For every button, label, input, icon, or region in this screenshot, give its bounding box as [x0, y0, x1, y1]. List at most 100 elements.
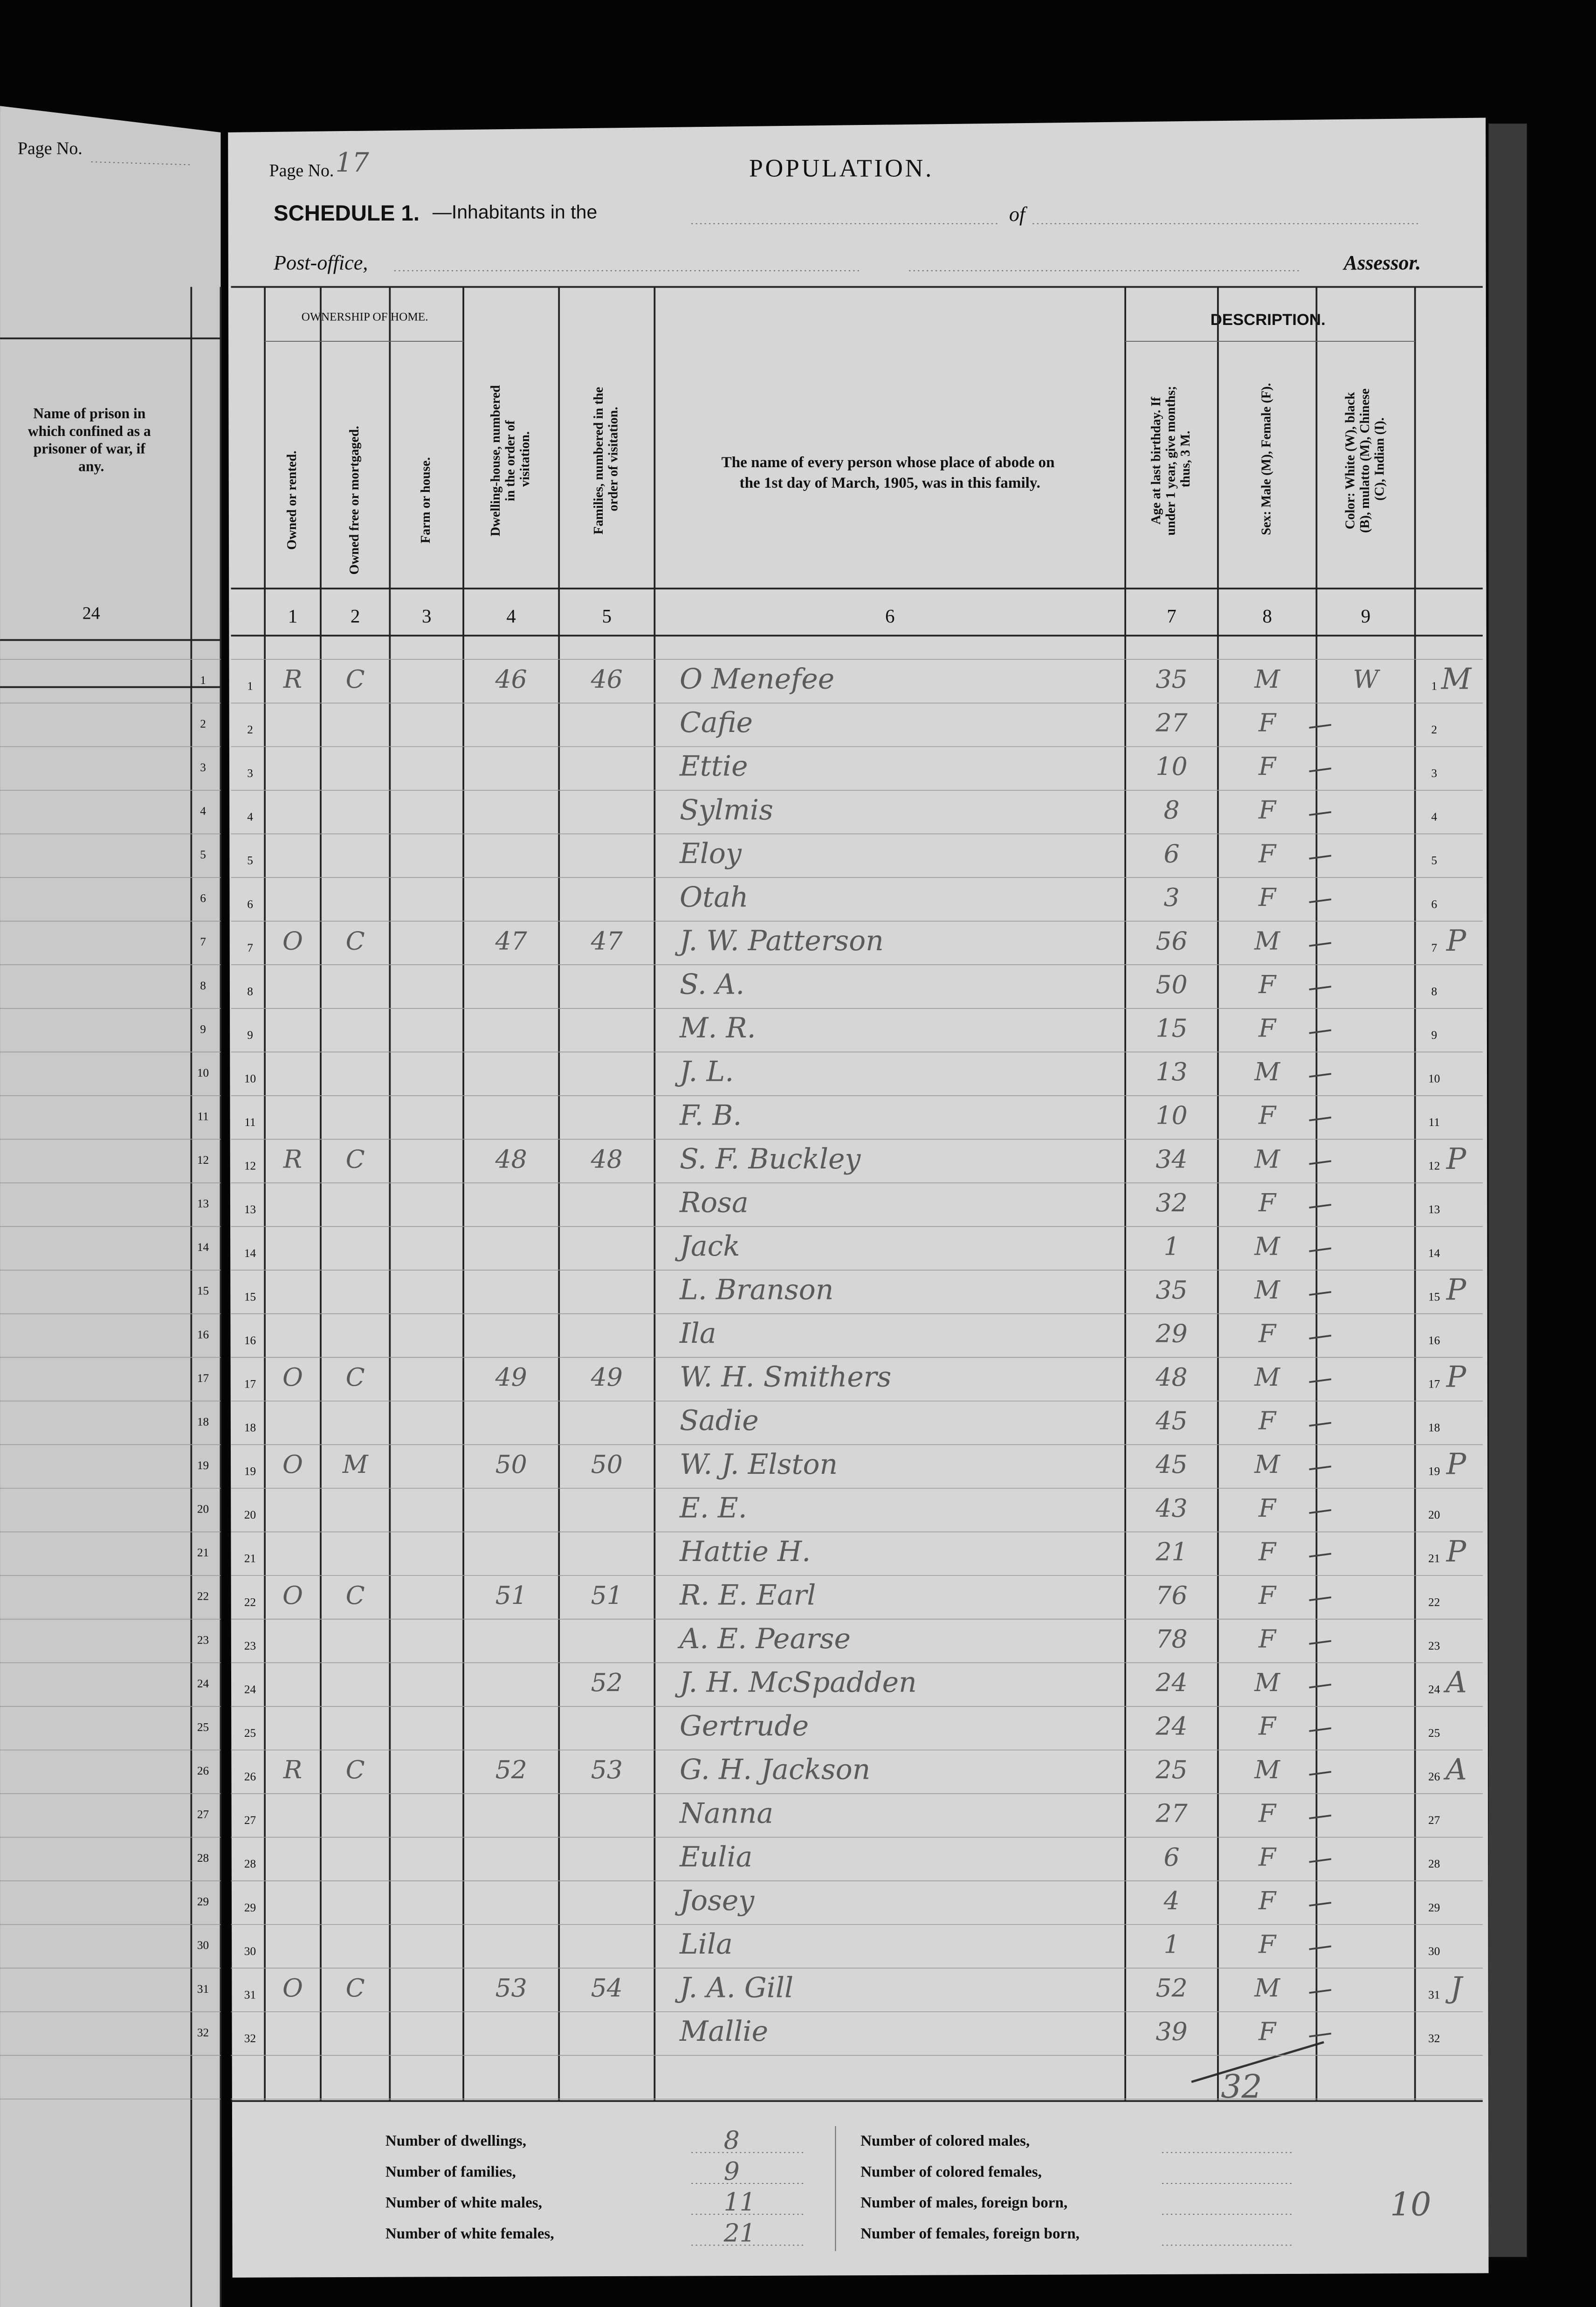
line-number: 29	[197, 1896, 209, 1908]
line-number: 14	[1428, 1247, 1440, 1260]
line-number: 2	[247, 724, 253, 736]
ditto-tick	[1309, 1553, 1332, 1558]
ditto-tick	[1309, 986, 1332, 991]
ditto-tick	[1309, 1640, 1332, 1645]
ditto-tick	[1309, 1029, 1332, 1034]
cell-tenure: C	[346, 1755, 365, 1784]
line-number: 16	[1428, 1334, 1440, 1347]
line-number: 14	[197, 1241, 209, 1254]
cell-sex: F	[1258, 1406, 1277, 1436]
cell-name: J. W. Patterson	[674, 925, 884, 957]
line-number: 23	[244, 1640, 256, 1652]
line-number: 11	[197, 1110, 208, 1123]
ditto-tick	[1309, 1901, 1332, 1907]
line-number: 16	[244, 1334, 256, 1347]
assessor: Assessor.	[1342, 251, 1421, 274]
cell-family: 49	[591, 1362, 623, 1392]
ditto-tick	[1309, 942, 1332, 947]
margin-mark: P	[1446, 1360, 1467, 1394]
ditto-tick	[1309, 1378, 1332, 1383]
cell-sex: M	[1254, 1057, 1280, 1086]
line-number: 4	[200, 805, 206, 818]
line-number: 13	[244, 1203, 256, 1216]
line-number: 26	[244, 1771, 256, 1783]
cell-age: 39	[1156, 2017, 1187, 2046]
cell-name: Mallie	[679, 2015, 768, 2048]
column-header: Sex: Male (M), Female (F).	[1259, 383, 1273, 535]
footer-label: Number of white males,	[385, 2194, 542, 2211]
line-number: 22	[197, 1590, 209, 1603]
cell-tenure: C	[346, 1144, 365, 1174]
cell-name: J. A. Gill	[674, 1972, 793, 2004]
cell-tenure: C	[346, 664, 365, 694]
line-number: 26	[1428, 1771, 1440, 1783]
cell-sex: F	[1258, 970, 1277, 999]
line-number: 1	[247, 680, 253, 692]
cell-owned: O	[282, 1581, 303, 1610]
line-number: 5	[247, 855, 253, 867]
ditto-tick	[1309, 1160, 1332, 1165]
line-number: 15	[244, 1291, 256, 1303]
line-number: 28	[197, 1852, 209, 1865]
cell-name: Josey	[674, 1884, 755, 1917]
line-number: 28	[244, 1858, 256, 1871]
cell-name: W. J. Elston	[680, 1448, 838, 1481]
ditto-tick	[1309, 2032, 1332, 2038]
cell-dwelling: 50	[495, 1450, 527, 1479]
ditto-tick	[1309, 1116, 1332, 1121]
line-number: 15	[1428, 1291, 1440, 1303]
line-number: 10	[244, 1073, 256, 1085]
cell-age: 78	[1156, 1624, 1187, 1653]
line-number: 9	[1431, 1029, 1437, 1042]
cell-name: Nanna	[679, 1797, 773, 1830]
left-page-label: Page No.	[18, 139, 83, 159]
ditto-tick	[1309, 1247, 1332, 1252]
ditto-tick	[1309, 1858, 1332, 1863]
column-header: Farm or house.	[419, 457, 433, 544]
line-number: 30	[1428, 1945, 1440, 1958]
column-number: 6	[885, 605, 895, 627]
margin-mark: P	[1446, 923, 1467, 958]
line-number: 3	[1431, 767, 1437, 780]
cell-name: Cafie	[680, 706, 753, 739]
ownership-group: OWNERSHIP OF HOME.	[302, 311, 428, 323]
cell-name: L. Branson	[679, 1274, 833, 1306]
column-number: 8	[1262, 605, 1272, 627]
line-number: 21	[1428, 1553, 1440, 1565]
ditto-tick	[1309, 1727, 1332, 1732]
cell-name: A. E. Pearse	[677, 1623, 851, 1655]
line-number: 18	[244, 1422, 256, 1434]
column-number: 9	[1361, 605, 1371, 627]
ditto-tick	[1309, 1334, 1332, 1340]
line-number: 24	[1428, 1683, 1440, 1696]
line-number: 3	[200, 761, 206, 774]
cell-sex: F	[1258, 1014, 1277, 1043]
line-number: 7	[247, 942, 253, 954]
cell-owned: O	[282, 1362, 303, 1392]
line-number: 7	[1431, 942, 1437, 954]
margin-mark: A	[1443, 1665, 1467, 1699]
ditto-tick	[1309, 1684, 1332, 1689]
cell-name: Jack	[674, 1230, 740, 1263]
column-number: 2	[351, 605, 360, 627]
line-number: 23	[197, 1634, 209, 1646]
cell-sex: F	[1258, 1101, 1277, 1130]
cell-age: 50	[1156, 970, 1187, 999]
cell-age: 24	[1155, 1668, 1187, 1697]
line-number: 7	[200, 936, 206, 948]
line-number: 29	[244, 1901, 256, 1914]
column-header: Dwelling-house, numbered in the order of…	[488, 382, 532, 537]
margin-mark: M	[1441, 662, 1472, 696]
cell-name: O Menefee	[680, 663, 834, 696]
ditto-tick	[1309, 811, 1332, 816]
cell-age: 25	[1155, 1755, 1187, 1784]
column-number: 5	[602, 605, 612, 627]
ditto-tick	[1309, 724, 1332, 729]
cell-tenure: C	[346, 1362, 365, 1392]
line-number: 32	[244, 2032, 256, 2045]
cell-age: 34	[1156, 1144, 1187, 1174]
cell-name: M. R.	[679, 1012, 756, 1044]
ditto-tick	[1309, 1814, 1332, 1819]
column-header: Families, numbered in the order of visit…	[592, 384, 621, 535]
